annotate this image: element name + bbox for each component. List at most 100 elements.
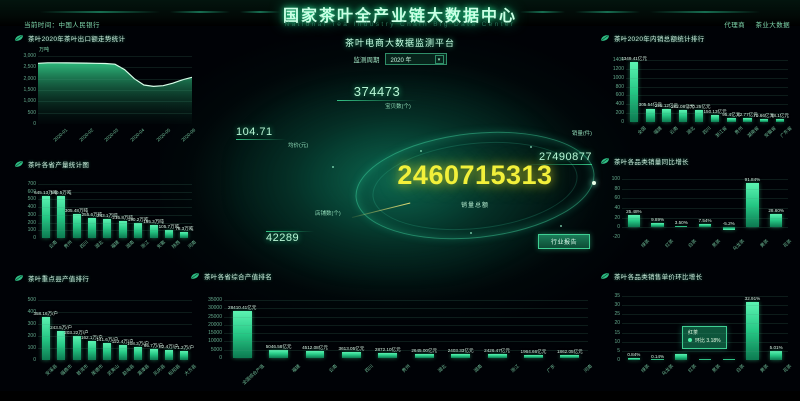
bar[interactable] xyxy=(646,108,655,122)
bar[interactable] xyxy=(103,219,112,238)
bar-item[interactable]: 270.25亿元 xyxy=(687,60,711,122)
bar[interactable] xyxy=(72,335,81,360)
bar-item[interactable]: 243.1万吨 xyxy=(97,184,118,238)
bar-item[interactable]: 540.5万吨 xyxy=(51,184,71,238)
bar[interactable] xyxy=(180,231,189,238)
bar-item[interactable]: 150.13亿元 xyxy=(703,60,727,122)
bar[interactable] xyxy=(180,351,189,360)
bar-item[interactable]: 3613.05亿元 xyxy=(333,300,369,358)
bar[interactable] xyxy=(698,223,712,228)
bar-item[interactable]: 25.48% xyxy=(622,179,646,237)
bar-item[interactable]: 141.6万/户 xyxy=(96,300,118,360)
bar[interactable] xyxy=(103,343,112,360)
bar[interactable] xyxy=(627,215,641,228)
bar[interactable] xyxy=(149,225,158,238)
chart-bottom-center[interactable]: 0 5000 10000 15000 20000 25000 30000 35000 2841… xyxy=(190,288,593,388)
bar-item[interactable]: 1862.05亿元 xyxy=(552,300,588,358)
bar-item[interactable]: 28410.41亿元 xyxy=(224,300,260,358)
bar-item[interactable]: 78.3万吨 xyxy=(175,184,193,238)
bar-item[interactable]: 58.1亿元 xyxy=(771,60,789,122)
bar[interactable] xyxy=(87,340,96,360)
chart-bottom-left[interactable]: 0 100 200 300 400 500 358.16万/户 243.5万/户 203.22… xyxy=(14,288,197,388)
bar[interactable] xyxy=(662,108,671,122)
bar[interactable] xyxy=(651,359,664,360)
bar-item[interactable]: 190.2万吨 xyxy=(128,184,148,238)
bar-item[interactable]: 2426.47亿元 xyxy=(479,300,515,358)
bar-item[interactable] xyxy=(717,296,741,360)
bar[interactable] xyxy=(678,109,687,122)
area-series[interactable] xyxy=(38,56,192,124)
bar[interactable] xyxy=(232,310,252,358)
bar[interactable] xyxy=(118,221,127,238)
bar-item[interactable]: 165.3万吨 xyxy=(143,184,164,238)
bar[interactable] xyxy=(770,213,783,228)
bar[interactable] xyxy=(746,182,759,228)
bar-item[interactable]: 71.2万/户 xyxy=(175,300,194,360)
bar-item[interactable]: 70.66亿元 xyxy=(753,60,774,122)
bar-item[interactable]: 305.54亿元 xyxy=(639,60,662,122)
bar[interactable] xyxy=(164,229,173,238)
chart-top-left[interactable]: 万吨 0 500 1,000 1,500 2,000 2,500 3,000 2020-01… xyxy=(14,47,196,152)
bar[interactable] xyxy=(378,353,398,358)
bar[interactable] xyxy=(134,347,143,360)
bar[interactable] xyxy=(694,110,704,122)
bar-item[interactable]: 7.54% xyxy=(693,179,717,237)
bar[interactable] xyxy=(722,359,735,360)
bar[interactable] xyxy=(487,353,507,358)
bar-item[interactable]: 162.1万/户 xyxy=(81,300,103,360)
bar-item[interactable]: 5046.58亿元 xyxy=(260,300,296,358)
bar[interactable] xyxy=(57,330,66,360)
bar[interactable] xyxy=(41,195,50,238)
bar-item[interactable]: 3.50% xyxy=(669,179,693,237)
bar-item[interactable]: 1349.41亿元 xyxy=(621,56,647,122)
bar-item[interactable]: 5.01% xyxy=(764,296,788,360)
bar[interactable] xyxy=(560,354,580,358)
bar[interactable] xyxy=(746,301,759,360)
bar-item[interactable]: 82.77亿元 xyxy=(737,60,758,122)
bar-item[interactable]: 9.89% xyxy=(646,179,670,237)
bar-item[interactable]: 0.14% xyxy=(646,296,670,360)
bar[interactable] xyxy=(118,345,127,360)
bar[interactable] xyxy=(743,118,752,122)
bar[interactable] xyxy=(269,349,289,358)
bar[interactable] xyxy=(627,358,641,360)
bar[interactable] xyxy=(675,354,688,360)
bar[interactable] xyxy=(775,119,785,122)
bar[interactable] xyxy=(451,354,471,358)
bar-item[interactable]: 1964.66亿元 xyxy=(515,300,551,358)
bar-item[interactable]: 305.48万吨 xyxy=(65,184,88,238)
bar-item[interactable]: 255.6万吨 xyxy=(82,184,102,238)
chart-mid-right[interactable]: -20 0 20 40 60 80 100 25.48% 9.89% 3.50% 7.54% -5.… xyxy=(600,171,793,263)
bar-item[interactable]: 95.7万/户 xyxy=(144,300,163,360)
bar-item[interactable]: 243.5万/户 xyxy=(50,300,72,360)
bar-item[interactable]: 32.91% xyxy=(741,296,765,360)
header-nav-agent[interactable]: 代理商 xyxy=(724,22,745,29)
chart-bottom-right[interactable]: 0 5 10 15 20 25 30 35 0.84% 0.14% 32.91% 5.01% 绿茶乌… xyxy=(600,286,792,388)
bar[interactable] xyxy=(414,353,434,358)
bar[interactable] xyxy=(523,354,543,358)
bar-item[interactable]: 2872.10亿元 xyxy=(370,300,406,358)
bar-item[interactable]: 122.4万/户 xyxy=(112,300,134,360)
bar[interactable] xyxy=(727,117,736,122)
bar[interactable] xyxy=(305,350,325,358)
bar-item[interactable]: 4512.08亿元 xyxy=(297,300,333,358)
bar[interactable] xyxy=(710,115,720,122)
bar[interactable] xyxy=(164,350,173,360)
bar-item[interactable]: 295.12亿元 xyxy=(655,60,678,122)
bar[interactable] xyxy=(651,222,664,228)
bar-item[interactable]: 82.4万/户 xyxy=(159,300,179,360)
bar[interactable] xyxy=(341,352,361,358)
bar[interactable] xyxy=(770,350,783,360)
chart-mid-left[interactable]: 0 100 200 300 400 500 600 700 545.13万吨 540.5万吨 30… xyxy=(14,174,197,264)
bar[interactable] xyxy=(57,196,66,238)
bar-item[interactable]: 215.8万吨 xyxy=(112,184,133,238)
bar[interactable] xyxy=(87,218,96,238)
bar-item[interactable] xyxy=(693,296,717,360)
bar[interactable] xyxy=(629,62,639,122)
bar-item[interactable]: 545.13万吨 xyxy=(34,184,57,238)
bar-item[interactable]: -5.2% xyxy=(717,179,741,237)
bar-item[interactable]: 91.84% xyxy=(741,177,765,237)
chevron-down-icon[interactable]: ▾ xyxy=(434,55,444,64)
bar[interactable] xyxy=(149,348,158,360)
bar-item[interactable]: 282.08亿元 xyxy=(671,60,694,122)
